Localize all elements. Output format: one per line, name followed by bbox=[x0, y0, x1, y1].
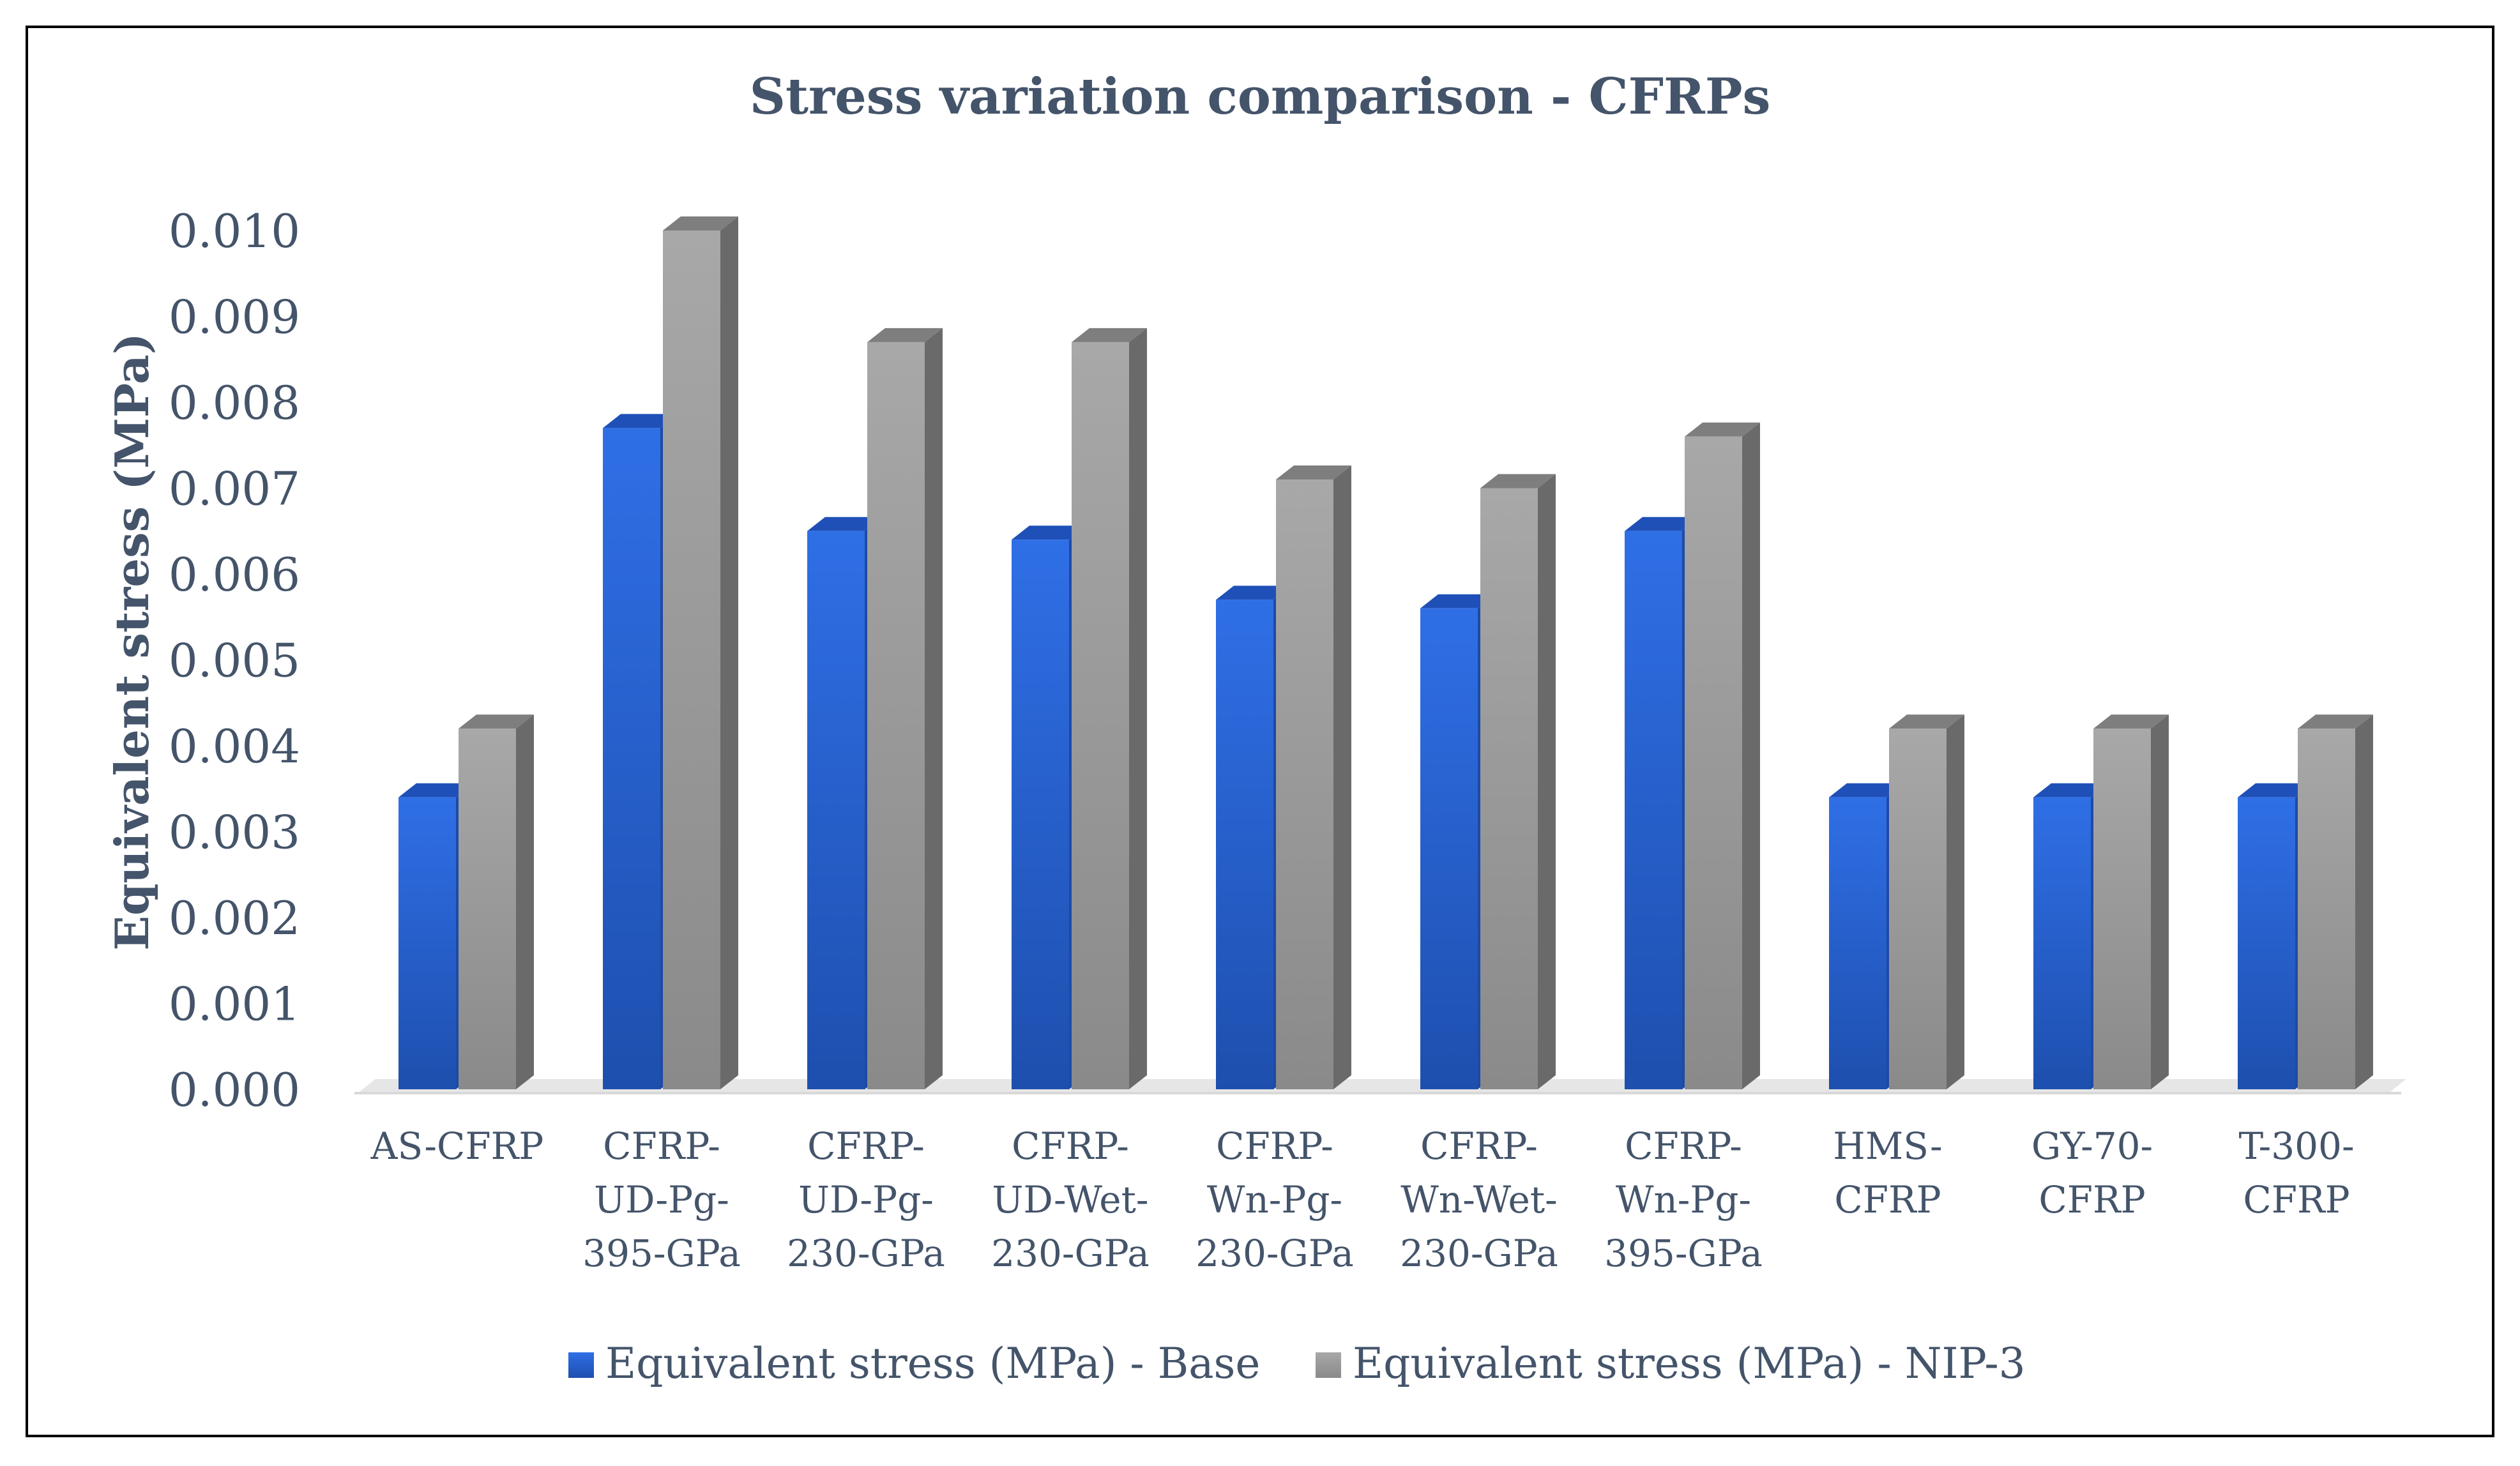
bar-front bbox=[663, 230, 720, 1089]
y-axis-label: Equivalent stress (MPa) bbox=[105, 333, 159, 951]
legend-label: Equivalent stress (MPa) - Base bbox=[605, 1339, 1260, 1388]
bar-nip3 bbox=[1072, 328, 1147, 1089]
bar-front bbox=[1072, 342, 1129, 1089]
bar-nip3 bbox=[867, 328, 943, 1089]
bar-front bbox=[398, 797, 456, 1089]
x-tick-label: CFRP-UD-Pg-230-GPa bbox=[787, 1124, 945, 1275]
bar-front bbox=[1625, 531, 1682, 1089]
y-tick-label: 0.009 bbox=[169, 291, 300, 344]
bar-front bbox=[1012, 540, 1069, 1089]
bar-top bbox=[1420, 594, 1496, 608]
bar-side bbox=[925, 328, 943, 1089]
bar-side bbox=[516, 714, 534, 1089]
bar-top bbox=[1480, 474, 1556, 488]
x-axis-labels: AS-CFRP CFRP-UD-Pg-395-GPa CFRP-UD-Pg-230-… bbox=[370, 1124, 2355, 1275]
bar-front bbox=[603, 428, 660, 1089]
bar-nip3 bbox=[1276, 465, 1351, 1089]
bar-front bbox=[807, 531, 865, 1089]
bar-nip3 bbox=[1685, 422, 1760, 1089]
bar-top bbox=[2298, 714, 2373, 729]
bar-front bbox=[1276, 480, 1333, 1089]
bar-side bbox=[1742, 422, 1760, 1089]
bar-top bbox=[398, 783, 474, 797]
bar-front bbox=[867, 342, 925, 1089]
x-tick-label: CFRP-UD-Wet-230-GPa bbox=[991, 1124, 1150, 1275]
y-tick-label: 0.010 bbox=[169, 204, 300, 258]
bar-side bbox=[2151, 714, 2169, 1089]
y-tick-label: 0.002 bbox=[169, 891, 300, 945]
bar-top bbox=[2033, 783, 2109, 797]
bar-front bbox=[1216, 600, 1273, 1089]
x-tick-label: T-300-CFRP bbox=[2238, 1124, 2354, 1221]
bar-front bbox=[2238, 797, 2295, 1089]
x-tick-label: HMS-CFRP bbox=[1833, 1124, 1942, 1221]
bar-top bbox=[1685, 422, 1760, 437]
bar-nip3 bbox=[1889, 714, 1964, 1089]
bar-top bbox=[2093, 714, 2169, 729]
y-tick-label: 0.008 bbox=[169, 376, 300, 430]
bar-side bbox=[1333, 465, 1351, 1089]
bar-top bbox=[663, 216, 738, 230]
bar-nip3 bbox=[2093, 714, 2169, 1089]
bar-front bbox=[1420, 608, 1478, 1089]
x-tick-label: CFRP-Wn-Pg-230-GPa bbox=[1195, 1124, 1354, 1275]
bar-top bbox=[1829, 783, 1904, 797]
y-axis-ticks: 0.000 0.001 0.002 0.003 0.004 0.005 0.006 0.007… bbox=[169, 204, 300, 1117]
y-tick-label: 0.004 bbox=[169, 720, 300, 773]
y-tick-label: 0.007 bbox=[169, 462, 300, 516]
bar-nip3 bbox=[663, 216, 738, 1089]
y-tick-label: 0.000 bbox=[169, 1063, 300, 1117]
bar-front bbox=[459, 729, 516, 1089]
bar-side bbox=[1129, 328, 1147, 1089]
legend: Equivalent stress (MPa) - Base Equivalent… bbox=[568, 1339, 2026, 1388]
x-tick-label: AS-CFRP bbox=[370, 1124, 544, 1168]
bar-top bbox=[1216, 586, 1291, 600]
bar-side bbox=[1947, 714, 1964, 1089]
legend-swatch-nip3 bbox=[1316, 1352, 1341, 1378]
bar-nip3 bbox=[2298, 714, 2373, 1089]
bar-front bbox=[2093, 729, 2151, 1089]
y-tick-label: 0.001 bbox=[169, 978, 300, 1031]
bar-top bbox=[807, 517, 883, 531]
x-tick-label: CFRP-UD-Pg-395-GPa bbox=[582, 1124, 741, 1275]
legend-label: Equivalent stress (MPa) - NIP-3 bbox=[1353, 1339, 2026, 1388]
bar-side bbox=[720, 216, 738, 1089]
bar-front bbox=[1480, 488, 1538, 1089]
bar-top bbox=[1889, 714, 1964, 729]
bar-nip3 bbox=[459, 714, 534, 1089]
x-tick-label: CFRP-Wn-Pg-395-GPa bbox=[1604, 1124, 1763, 1275]
x-tick-label: GY-70-CFRP bbox=[2031, 1124, 2153, 1221]
bar-front bbox=[1889, 729, 1947, 1089]
x-tick-label: CFRP-Wn-Wet-230-GPa bbox=[1400, 1124, 1558, 1275]
bar-front bbox=[1685, 436, 1742, 1089]
y-tick-label: 0.003 bbox=[169, 806, 300, 859]
bar-top bbox=[1625, 517, 1700, 531]
bar-front bbox=[2298, 729, 2355, 1089]
bar-top bbox=[1012, 525, 1087, 540]
bar-nip3 bbox=[1480, 474, 1556, 1089]
bar-side bbox=[2355, 714, 2373, 1089]
legend-swatch-base bbox=[568, 1352, 594, 1378]
bar-top bbox=[1072, 328, 1147, 342]
bar-top bbox=[1276, 465, 1351, 480]
bar-top bbox=[459, 714, 534, 729]
y-tick-label: 0.006 bbox=[169, 548, 300, 601]
bars bbox=[398, 216, 2373, 1089]
chart-title: Stress variation comparison - CFRPs bbox=[750, 68, 1771, 126]
bar-top bbox=[603, 414, 678, 428]
bar-front bbox=[1829, 797, 1886, 1089]
bar-top bbox=[867, 328, 943, 342]
bar-front bbox=[2033, 797, 2091, 1089]
bar-top bbox=[2238, 783, 2313, 797]
y-tick-label: 0.005 bbox=[169, 634, 300, 688]
bar-side bbox=[1538, 474, 1556, 1089]
